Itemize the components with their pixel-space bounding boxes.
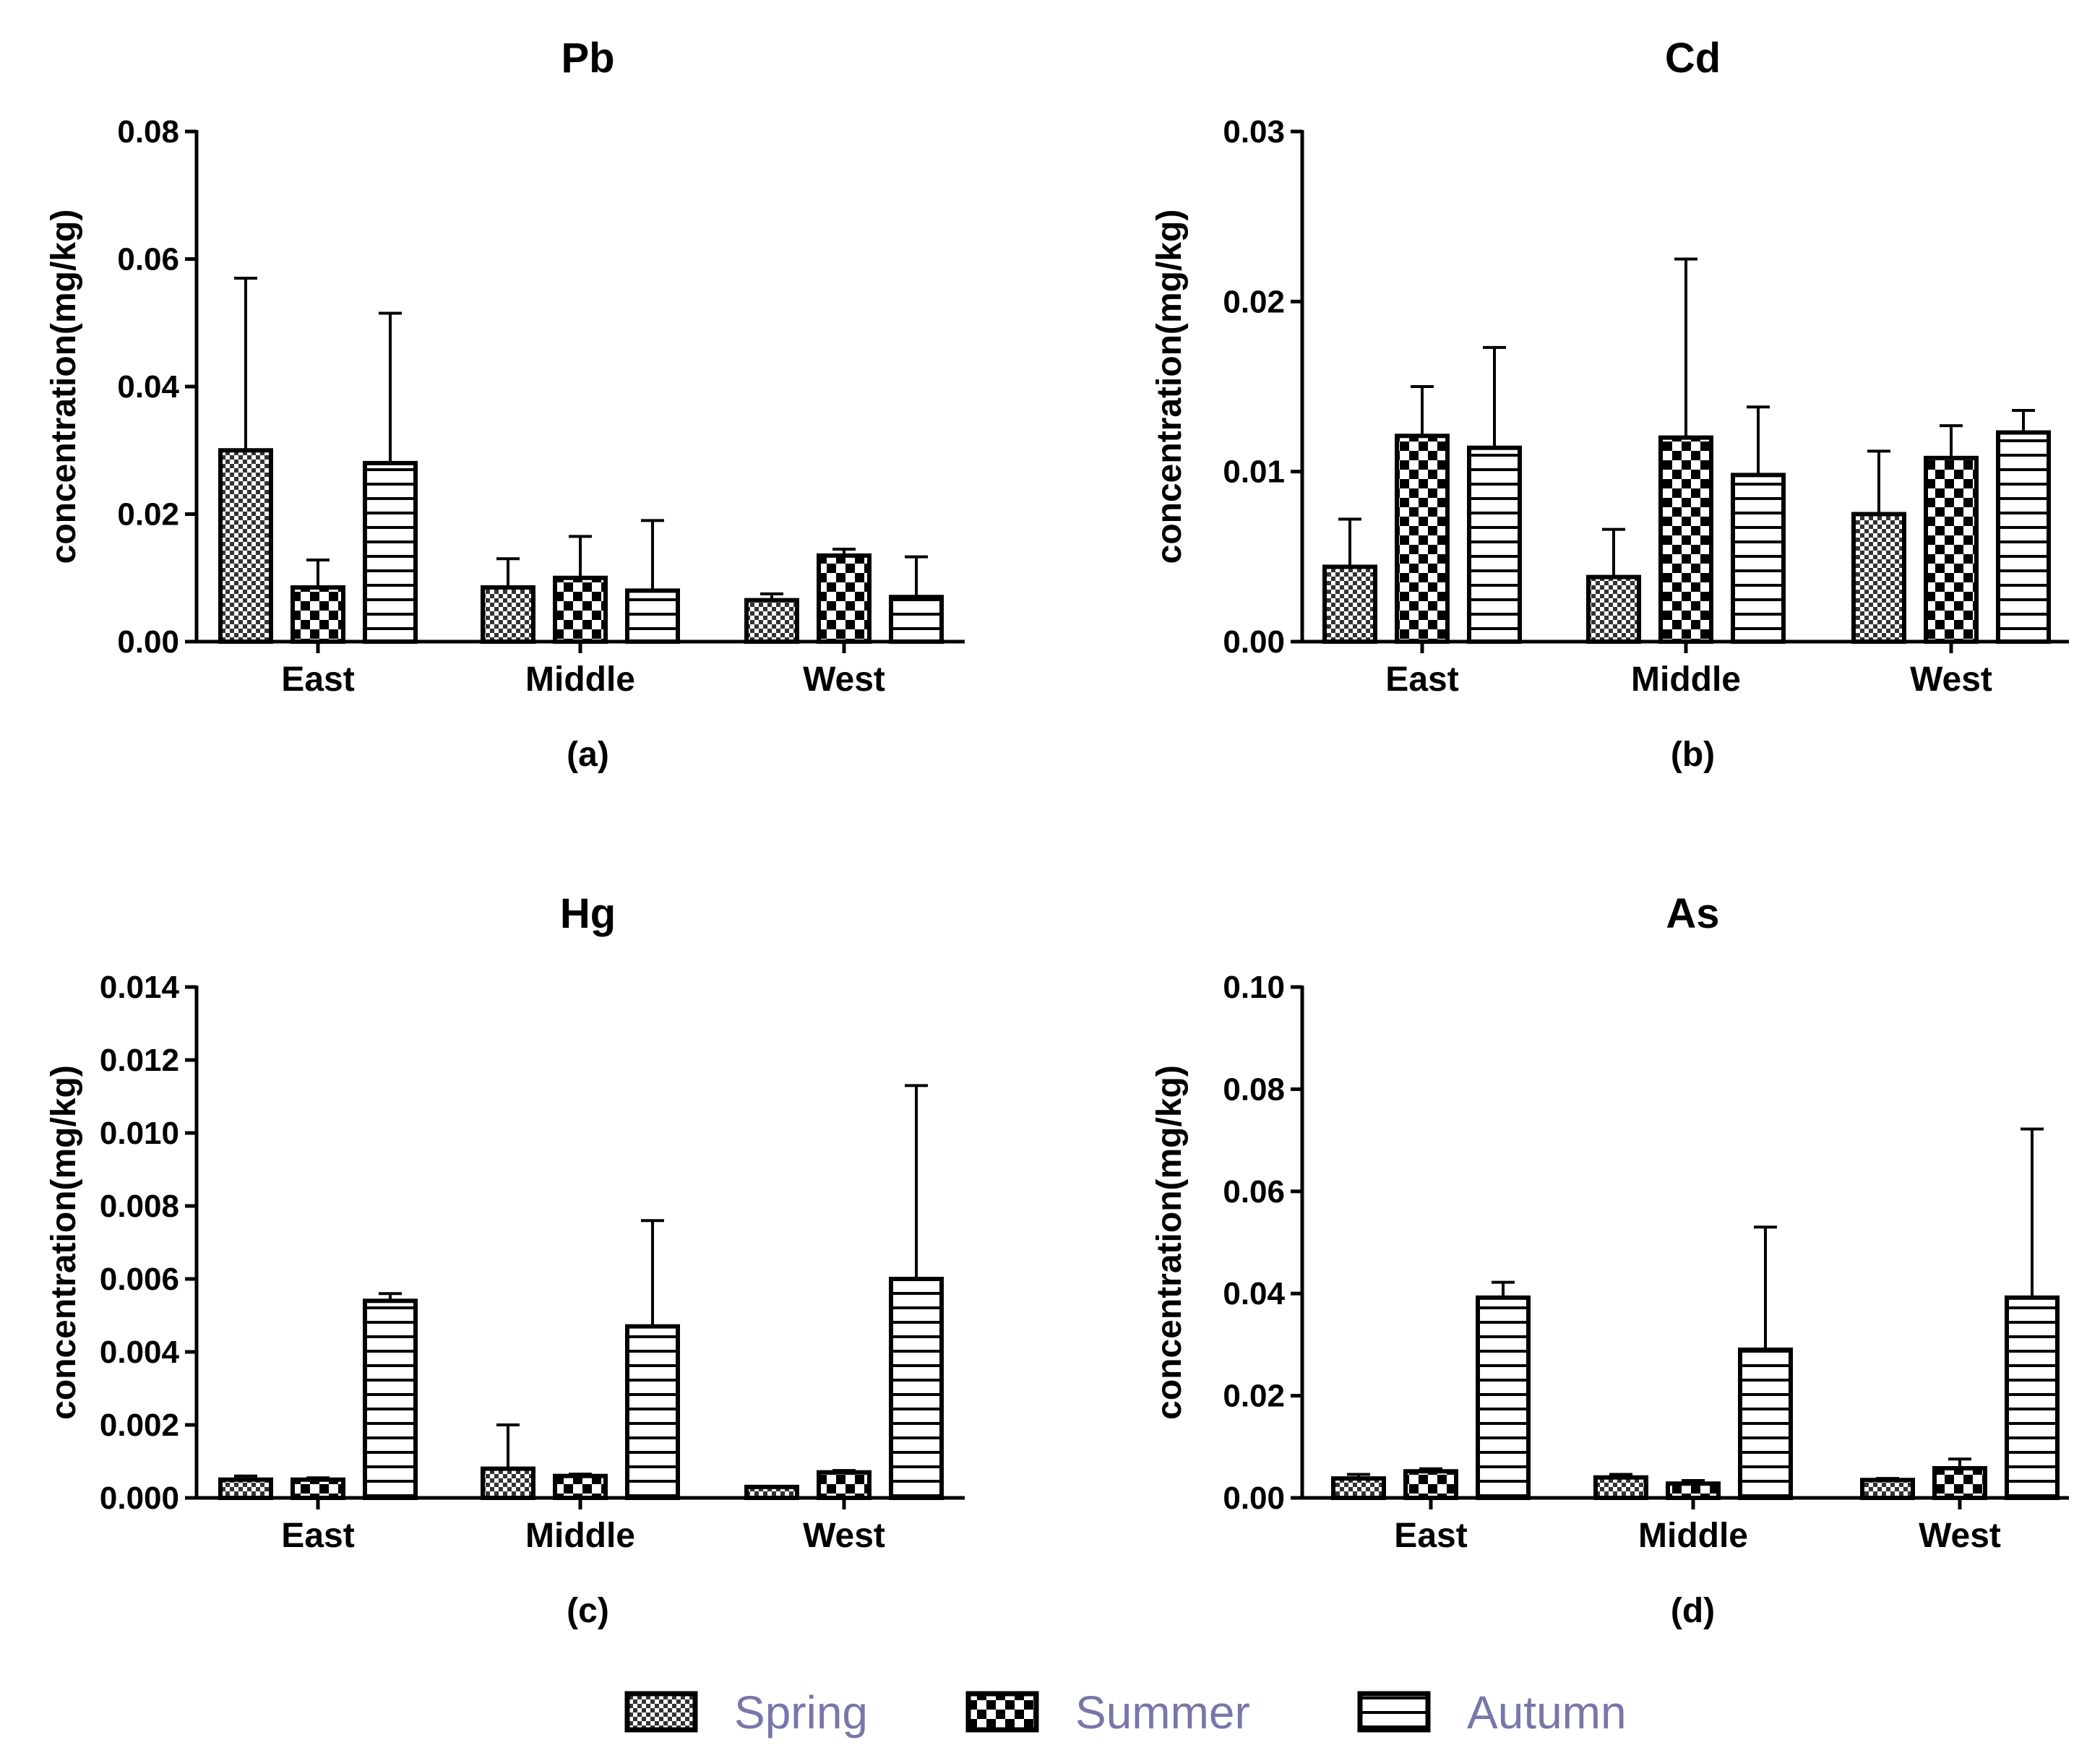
bar-summer-west [1932, 1465, 1987, 1501]
bar-summer-east [1403, 1469, 1458, 1500]
bar-spring-middle [1586, 574, 1641, 644]
y-axis-label: concentration(mg/kg) [1150, 210, 1189, 564]
x-tick-label: East [281, 660, 354, 699]
y-tick-label: 0.10 [1223, 970, 1285, 1005]
panel-caption: (a) [567, 736, 609, 774]
y-tick-label: 0.004 [100, 1335, 180, 1370]
x-tick-label: East [1385, 660, 1458, 699]
x-tick-label: Middle [1638, 1517, 1748, 1555]
bar-spring-middle [481, 585, 535, 644]
y-tick-label: 0.002 [100, 1408, 179, 1443]
y-tick-label: 0.014 [100, 970, 180, 1005]
bar-autumn-west [889, 1277, 944, 1500]
x-tick-label: East [1394, 1517, 1467, 1555]
x-tick-label: Middle [1631, 660, 1741, 699]
bar-summer-west [817, 1470, 872, 1501]
y-axis-label: concentration(mg/kg) [45, 1065, 83, 1420]
legend-label: Autumn [1467, 1686, 1627, 1738]
panel-caption: (d) [1671, 1592, 1715, 1630]
bar-spring-west [744, 598, 799, 645]
bar-autumn-middle [625, 588, 680, 645]
y-tick-label: 0.02 [117, 497, 179, 533]
y-tick-label: 0.008 [100, 1189, 179, 1224]
bar-spring-middle [481, 1466, 535, 1500]
y-axis-label: concentration(mg/kg) [1150, 1065, 1189, 1420]
bar-autumn-middle [1731, 473, 1786, 645]
y-tick-label: 0.03 [1223, 114, 1285, 150]
bar-summer-east [1395, 434, 1450, 644]
bar-summer-middle [1666, 1481, 1721, 1501]
legend-item-summer: Summer [965, 1686, 1250, 1738]
bar-spring-west [1860, 1478, 1915, 1500]
bar-spring-west [1851, 512, 1906, 644]
bar-summer-east [291, 1477, 345, 1500]
y-tick-label: 0.01 [1223, 454, 1285, 490]
chart-title: As [1666, 890, 1719, 937]
chart-panel-as: As concentration(mg/kg) 0.00 0.02 0.04 0.06 0.… [1150, 890, 2069, 1630]
bar-autumn-west [1996, 430, 2051, 644]
y-tick-label: 0.06 [1223, 1174, 1285, 1210]
y-tick-label: 0.00 [1223, 624, 1285, 660]
bar-spring-west [744, 1484, 799, 1501]
legend-item-autumn: Autumn [1357, 1686, 1627, 1738]
bar-summer-west [817, 553, 872, 644]
chart-title: Pb [561, 35, 614, 82]
panel-caption: (c) [567, 1592, 609, 1630]
y-tick-label: 0.00 [1223, 1481, 1285, 1516]
x-tick-label: Middle [525, 660, 635, 699]
chart-title: Cd [1665, 35, 1721, 82]
bar-autumn-east [363, 460, 418, 645]
bar-spring-east [218, 448, 273, 644]
bar-autumn-middle [1738, 1347, 1793, 1500]
bar-autumn-east [1467, 445, 1522, 644]
y-tick-label: 0.04 [1223, 1276, 1285, 1311]
chart-panel-hg: Hg concentration(mg/kg) 0.000 0.002 0.004 0.0… [45, 890, 965, 1630]
y-tick-label: 0.02 [1223, 284, 1285, 319]
bar-summer-middle [553, 575, 608, 644]
bar-autumn-east [363, 1298, 418, 1501]
bar-summer-west [1924, 455, 1979, 645]
legend-label: Summer [1075, 1686, 1250, 1738]
bar-autumn-west [889, 595, 944, 644]
y-tick-label: 0.06 [117, 242, 179, 277]
x-tick-label: East [281, 1517, 354, 1555]
x-tick-label: West [803, 660, 885, 699]
y-tick-label: 0.006 [100, 1262, 179, 1297]
y-tick-label: 0.08 [117, 114, 179, 150]
x-tick-label: Middle [525, 1517, 635, 1555]
bar-autumn-middle [625, 1324, 680, 1501]
panel-caption: (b) [1671, 736, 1715, 774]
x-tick-label: West [1919, 1517, 2001, 1555]
y-tick-label: 0.000 [100, 1481, 179, 1516]
bar-summer-middle [1658, 435, 1713, 644]
bar-summer-middle [553, 1473, 608, 1500]
chart-title: Hg [560, 890, 616, 937]
y-tick-label: 0.012 [100, 1043, 179, 1078]
x-tick-label: West [1910, 660, 1992, 699]
legend-swatch-summer [965, 1691, 1039, 1733]
chart-panel-pb: Pb concentration(mg/kg) 0.00 0.02 0.04 0.06 0.… [45, 35, 965, 774]
legend-item-spring: Spring [624, 1686, 868, 1738]
bar-autumn-east [1476, 1295, 1531, 1500]
y-tick-label: 0.02 [1223, 1379, 1285, 1414]
bar-spring-middle [1593, 1475, 1648, 1500]
y-tick-label: 0.00 [117, 624, 179, 660]
x-tick-label: West [803, 1517, 885, 1555]
bar-spring-east [218, 1477, 273, 1500]
y-tick-label: 0.010 [100, 1116, 179, 1151]
bar-spring-east [1322, 564, 1377, 644]
y-tick-label: 0.08 [1223, 1072, 1285, 1107]
chart-panel-cd: Cd concentration(mg/kg) 0.00 0.01 0.02 0.03 Ea… [1150, 35, 2069, 774]
bar-summer-east [291, 585, 345, 644]
y-tick-label: 0.04 [117, 369, 179, 405]
y-axis-label: concentration(mg/kg) [45, 210, 83, 564]
bar-autumn-west [2005, 1295, 2060, 1500]
legend-label: Spring [734, 1686, 868, 1738]
legend: Spring Summer Autumn [624, 1686, 1627, 1738]
legend-swatch-autumn [1357, 1691, 1431, 1733]
legend-swatch-spring [624, 1691, 698, 1733]
bar-spring-east [1331, 1476, 1386, 1501]
